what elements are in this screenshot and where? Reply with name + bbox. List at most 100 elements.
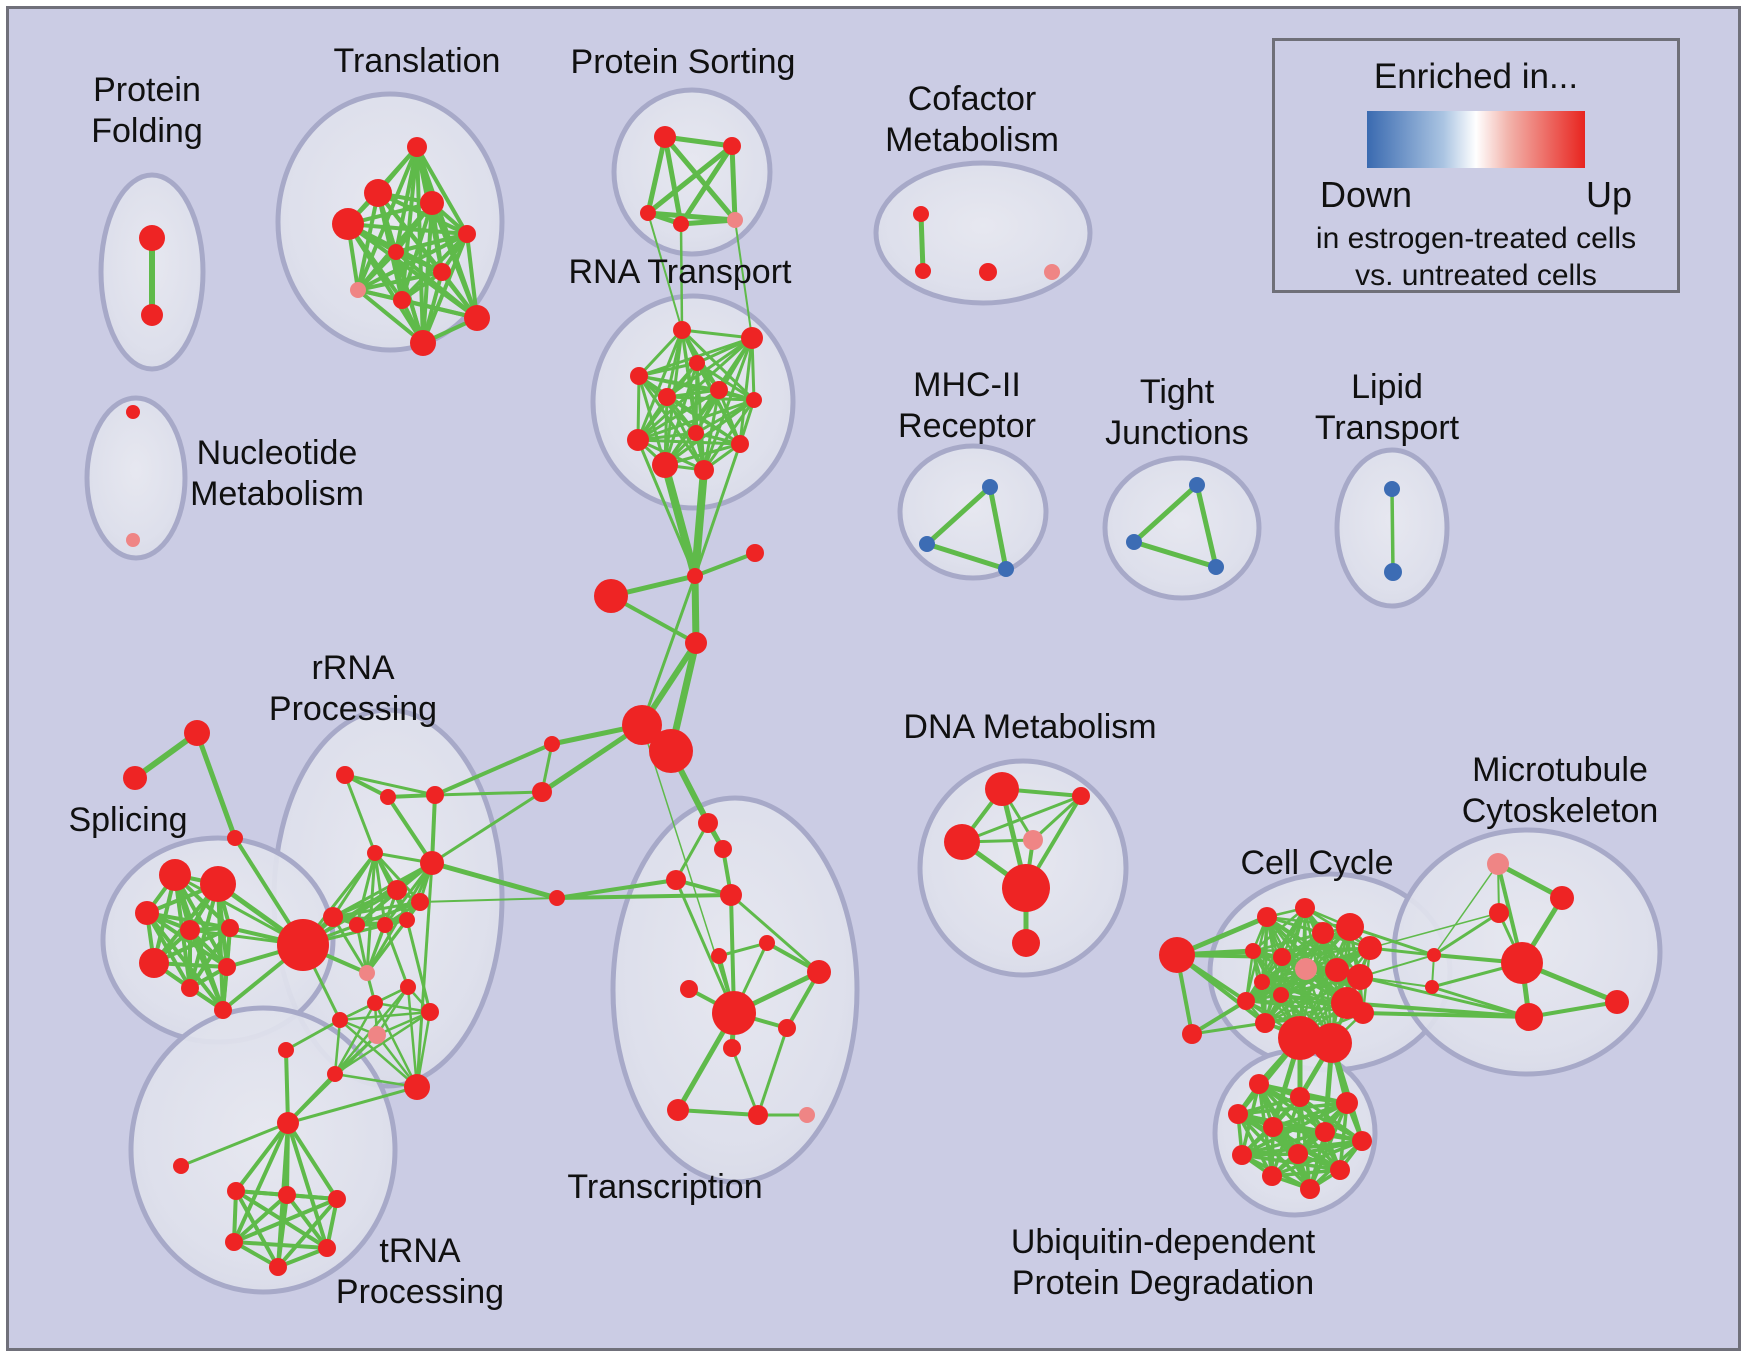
gene-set-node-mt7 [1515,1003,1543,1031]
network-edge [1132,483,1199,544]
gene-set-node-lt1 [1384,481,1400,497]
gene-set-node-cc18 [1312,1023,1352,1063]
network-edge [636,329,684,441]
cluster-label-nucleotide-metabolism-line2: Metabolism [190,475,364,513]
gene-set-node-tn1 [227,1182,245,1200]
network-edge [638,361,698,378]
network-edge [339,1010,431,1022]
gene-set-node-cf3 [979,263,997,281]
gene-set-node-mh3 [998,561,1014,577]
cluster-label-nucleotide-metabolism-line1: Nucleotide [197,434,358,472]
gene-set-node-ch8 [532,782,552,802]
gene-set-node-tx3 [666,870,686,890]
cluster-label-protein-folding-line1: Protein [93,71,201,109]
gene-set-node-rr5 [323,907,343,927]
network-edge [662,136,684,225]
gene-set-node-rr20 [327,1066,343,1082]
gene-set-node-ps1 [654,126,676,148]
cluster-label-lipid-transport-line1: Lipid [1351,368,1423,406]
network-edge [693,443,742,577]
gene-set-node-rr2 [380,789,396,805]
network-edge [373,852,387,926]
gene-set-node-dm4 [1023,830,1043,850]
network-edge [664,398,755,467]
network-edge [729,145,738,221]
network-edge [180,1121,289,1168]
network-edge [1528,1000,1618,1019]
network-edge [926,541,1007,572]
network-edge [419,897,558,903]
gene-set-node-tj2 [1126,534,1142,550]
network-edge [645,136,668,214]
gene-set-node-ub1 [1249,1074,1269,1094]
gene-set-node-rt5 [710,381,728,399]
network-edge [373,1002,419,1088]
network-edge [637,375,706,471]
cluster-label-cofactor-metabolism-line1: Cofactor [908,80,1037,118]
gene-set-node-cc12 [1273,987,1289,1003]
gene-set-node-sp6 [139,948,169,978]
gene-set-node-cc4 [1336,913,1364,941]
gene-set-node-rr16 [367,995,383,1011]
network-edge [1349,925,1435,957]
gene-set-node-tr4 [332,208,364,240]
gene-set-node-sp4 [180,920,200,940]
network-edge [1190,999,1248,1036]
cluster-label-dna-metabolism: DNA Metabolism [903,708,1156,746]
gene-set-node-cc17 [1278,1016,1322,1060]
gene-set-node-ub3 [1336,1092,1358,1114]
gene-set-node-rr21 [278,1042,294,1058]
network-edge [925,485,992,546]
gene-set-node-mt6 [1425,980,1439,994]
gene-set-node-tn3 [328,1190,346,1208]
gene-set-node-sp3 [135,901,159,925]
network-edge [637,328,684,378]
cluster-label-ubiquitin-degradation-line1: Ubiquitin-dependent [1011,1223,1316,1261]
network-edge [556,893,732,900]
legend-note: in estrogen-treated cells vs. untreated … [1275,220,1677,294]
network-edge [395,232,468,254]
gene-set-node-tr6 [388,244,404,260]
gene-set-node-rrh [277,919,329,971]
gene-set-node-cc5 [1358,936,1382,960]
network-edge [233,1197,338,1244]
network-edge [756,1027,789,1116]
gene-set-node-tx11 [723,1039,741,1057]
network-edge [188,926,232,990]
gene-set-node-mt5 [1501,942,1543,984]
network-edge [357,270,443,292]
gene-set-node-rr4 [367,845,383,861]
gene-set-node-ps2 [723,137,741,155]
network-edge [1252,925,1351,953]
gene-set-node-ch4 [685,632,707,654]
network-edge [666,395,755,402]
network-edge [415,862,434,1088]
legend-box: Enriched in... Down Up in estrogen-treat… [1272,38,1680,293]
network-edge [234,1121,290,1193]
cluster-label-cell-cycle: Cell Cycle [1240,844,1393,882]
network-edge [702,337,754,471]
network-edge [421,233,469,344]
gene-set-node-spt1 [184,720,210,746]
gene-set-node-ch6 [649,729,693,773]
legend-title: Enriched in... [1373,57,1579,96]
network-edge [680,328,756,402]
gene-set-node-ub11 [1262,1166,1282,1186]
network-edge [331,916,369,974]
network-edge [465,233,479,319]
network-edge [1271,1139,1363,1178]
network-edge [356,192,380,291]
network-edge [357,232,468,292]
cluster-label-cofactor-metabolism-line2: Metabolism [885,121,1059,159]
gene-set-node-cc11 [1254,974,1270,990]
cluster-label-rrna-processing-line2: Processing [269,690,437,728]
legend-up-label: Up [1585,174,1632,215]
network-edge [216,883,225,1011]
cluster-label-trna-processing-line1: tRNA [379,1232,461,1270]
gene-set-node-mt2 [1550,886,1574,910]
gene-set-node-tr3 [420,191,444,215]
cluster-label-lipid-transport-line2: Transport [1315,409,1460,447]
cluster-label-mhc-ii-receptor-line2: Receptor [898,407,1036,445]
network-edge [356,288,425,345]
